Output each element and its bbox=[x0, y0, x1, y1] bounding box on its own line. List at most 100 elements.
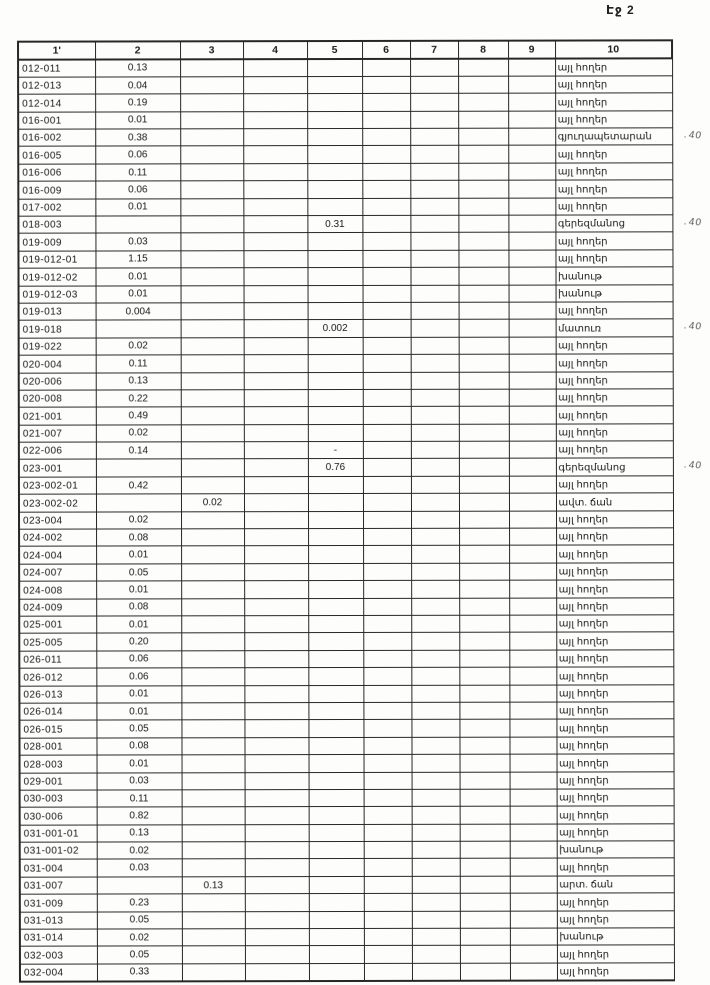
value-cell bbox=[509, 910, 557, 929]
value-cell: 0.23 bbox=[96, 894, 182, 912]
value-cell bbox=[95, 215, 181, 234]
value-cell bbox=[244, 841, 309, 860]
value-cell: 0.06 bbox=[96, 650, 182, 669]
value-cell bbox=[244, 546, 309, 564]
value-cell bbox=[508, 128, 556, 146]
value-cell bbox=[362, 145, 411, 164]
value-cell: 0.11 bbox=[95, 354, 181, 373]
value-cell bbox=[509, 510, 557, 529]
value-cell bbox=[410, 354, 459, 372]
value-cell: 0.11 bbox=[96, 789, 182, 808]
value-cell bbox=[458, 371, 509, 390]
value-cell bbox=[410, 389, 459, 407]
value-cell bbox=[410, 76, 459, 94]
value-cell: 0.002 bbox=[307, 319, 363, 338]
column-header-3: 3 bbox=[180, 41, 244, 60]
value-cell bbox=[181, 702, 245, 721]
value-cell bbox=[181, 633, 245, 651]
land-type-cell: այլ հողեր bbox=[555, 406, 673, 424]
value-cell: 0.42 bbox=[95, 476, 181, 495]
value-cell bbox=[508, 197, 556, 216]
land-type-cell: այլ հողեր bbox=[555, 353, 673, 372]
value-cell bbox=[459, 771, 510, 790]
value-cell: 0.01 bbox=[96, 615, 182, 634]
handwritten-margin-note: 40 bbox=[683, 460, 703, 472]
parcel-code-cell: 021-007 bbox=[18, 424, 96, 443]
value-cell bbox=[307, 128, 363, 147]
value-cell bbox=[363, 876, 412, 894]
table-row: 031-007 0.13 արտ. ճան bbox=[19, 875, 674, 895]
table-row: 026-012 0.06 այլ հողեր bbox=[19, 666, 674, 686]
value-cell bbox=[308, 615, 364, 633]
value-cell bbox=[308, 737, 364, 755]
value-cell bbox=[244, 580, 309, 599]
value-cell bbox=[363, 545, 412, 564]
value-cell bbox=[410, 441, 459, 459]
value-cell bbox=[362, 476, 411, 494]
value-cell bbox=[180, 250, 244, 269]
value-cell bbox=[411, 510, 460, 529]
value-cell bbox=[410, 163, 459, 181]
value-cell bbox=[180, 389, 244, 408]
parcel-code-cell: 026-014 bbox=[19, 702, 97, 721]
table-row: 019-013 0.004 այլ հողեր bbox=[18, 301, 673, 321]
value-cell bbox=[458, 145, 509, 164]
value-cell: 0.14 bbox=[95, 441, 181, 460]
value-cell bbox=[243, 250, 308, 268]
value-cell bbox=[243, 180, 308, 199]
table-row: 024-007 0.05 այլ հողեր bbox=[19, 562, 674, 582]
value-cell bbox=[180, 59, 244, 77]
value-cell bbox=[509, 736, 557, 755]
value-cell bbox=[244, 667, 309, 686]
value-cell bbox=[458, 128, 509, 146]
land-type-cell: այլ հողեր bbox=[555, 180, 673, 198]
value-cell bbox=[459, 562, 510, 581]
value-cell: 0.33 bbox=[96, 963, 182, 982]
value-cell bbox=[508, 110, 556, 129]
value-cell bbox=[410, 267, 459, 285]
value-cell bbox=[411, 910, 460, 929]
value-cell bbox=[362, 180, 411, 199]
value-cell bbox=[307, 93, 363, 112]
value-cell bbox=[244, 615, 309, 634]
value-cell bbox=[459, 789, 510, 807]
value-cell bbox=[363, 563, 412, 581]
parcel-code-cell: 026-013 bbox=[19, 685, 97, 704]
value-cell bbox=[363, 615, 412, 633]
value-cell bbox=[410, 215, 459, 233]
table-row: 030-006 0.82 այլ հողեր bbox=[19, 806, 674, 825]
parcel-code-cell: 031-007 bbox=[19, 876, 97, 895]
value-cell bbox=[411, 615, 460, 633]
value-cell bbox=[181, 511, 245, 529]
value-cell bbox=[508, 145, 556, 164]
value-cell bbox=[411, 806, 460, 825]
value-cell bbox=[243, 406, 308, 425]
parcel-code-cell: 018-003 bbox=[18, 216, 96, 234]
value-cell bbox=[244, 928, 309, 947]
value-cell bbox=[363, 737, 412, 755]
value-cell bbox=[307, 267, 363, 286]
land-type-cell: խանութ bbox=[556, 927, 674, 946]
value-cell bbox=[509, 893, 557, 911]
value-cell bbox=[410, 232, 459, 251]
value-cell bbox=[181, 685, 245, 703]
value-cell bbox=[411, 858, 460, 877]
value-cell bbox=[411, 719, 460, 738]
value-cell bbox=[509, 667, 557, 685]
value-cell bbox=[244, 685, 309, 703]
table-row: 012-011 0.13 այլ հողեր bbox=[18, 58, 673, 78]
value-cell bbox=[181, 841, 245, 860]
value-cell bbox=[410, 145, 459, 164]
value-cell: 0.06 bbox=[96, 668, 182, 686]
value-cell bbox=[458, 406, 509, 424]
value-cell bbox=[244, 511, 309, 529]
value-cell bbox=[362, 163, 411, 181]
value-cell bbox=[509, 702, 557, 720]
parcel-code-cell: 026-012 bbox=[19, 668, 97, 686]
value-cell: 0.03 bbox=[96, 859, 182, 877]
table-row: 031-001-01 0.13 այլ հողեր bbox=[19, 823, 674, 843]
value-cell bbox=[244, 598, 309, 616]
value-cell bbox=[180, 93, 244, 112]
table-row: 019-012-01 1.15 այլ հողեր bbox=[18, 249, 673, 269]
value-cell bbox=[508, 302, 556, 320]
